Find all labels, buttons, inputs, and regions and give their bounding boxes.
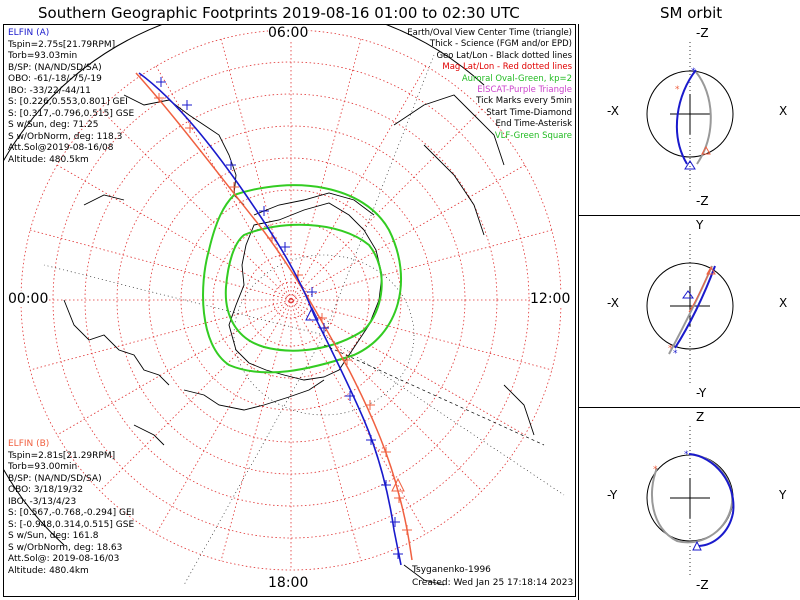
panel-label-top: Y: [696, 218, 704, 232]
elfin-a-footprint: [138, 72, 403, 566]
sm-panel-xz: -Z -Z -X X * *: [578, 24, 800, 216]
geo-grid: [43, 54, 565, 586]
elfin-a-line: S w/Sun, deg: 71.25: [8, 120, 99, 130]
sm-orbit-xy: * *: [646, 234, 734, 386]
created-label: Created: Wed Jan 25 17:18:14 2023: [412, 578, 574, 588]
legend-item: Thick - Science (FGM and/or EPD): [429, 39, 572, 50]
elfin-a-line: Tspin=2.75s[21.79RPM]: [8, 39, 116, 50]
elfin-b-footprint: [135, 72, 413, 561]
sm-orbit-title: SM orbit: [660, 4, 723, 22]
panel-label-right: X: [779, 296, 788, 310]
elfin-a-line: OBO: -61/-18/-75/-19: [8, 74, 102, 84]
elfin-b-line: Altitude: 480.4km: [8, 565, 89, 576]
footprint-map-frame: 06:00 00:00 12:00 18:00 ELFIN (A) Tspin=…: [3, 24, 576, 597]
elfin-b-line: S w/Sun, deg: 161.8: [8, 531, 99, 541]
legend-item: Earth/Oval View Center Time (triangle): [407, 28, 572, 38]
elfin-a-line: S w/OrbNorm, deg: 118.3: [8, 131, 123, 142]
svg-text:*: *: [673, 349, 678, 359]
elfin-a-line: S: [0.226,0.553,0.801] GEI: [8, 97, 128, 107]
elfin-a-line: Altitude: 480.5km: [8, 154, 89, 165]
svg-text:*: *: [668, 344, 673, 354]
hour-label-bottom: 18:00: [268, 575, 309, 591]
panel-label-left: -X: [607, 296, 619, 310]
legend-item: Auroral Oval-Green, kp=2: [461, 73, 572, 84]
panel-label-bottom: -Z: [696, 194, 709, 208]
hour-label-right: 12:00: [530, 291, 571, 307]
elfin-a-info: ELFIN (A) Tspin=2.75s[21.79RPM] Torb=93.…: [8, 28, 134, 166]
elfin-a-line: IBO: -33/22/-44/11: [8, 85, 91, 96]
elfin-b-line: B/SP: (NA/ND/SD/SA): [8, 473, 102, 484]
panel-label-left: -Y: [607, 488, 618, 502]
elfin-b-line: OBO: 3/18/19/32: [8, 485, 84, 495]
sm-orbit-yz: * *: [646, 426, 735, 578]
legend-item: Geo Lat/Lon - Black dotted lines: [436, 50, 572, 61]
elfin-a-line: B/SP: (NA/ND/SD/SA): [8, 62, 102, 73]
elfin-a-line: S: [0.317,-0.796,0.515] GSE: [8, 108, 135, 119]
elfin-a-line: Torb=93.03min: [8, 51, 78, 61]
sm-orbit-xz: * *: [646, 42, 734, 194]
svg-text:*: *: [691, 67, 696, 77]
legend-item: EISCAT-Purple Triangle: [477, 85, 572, 96]
hour-label-left: 00:00: [8, 291, 49, 307]
panel-label-top: Z: [696, 410, 705, 424]
legend-item: VLF-Green Square: [494, 130, 572, 141]
panel-label-right: Y: [779, 488, 787, 502]
elfin-b-line: S: [-0.948,0.314,0.515] GSE: [8, 519, 135, 530]
elfin-b-line: Tspin=2.81s[21.29RPM]: [8, 450, 116, 461]
elfin-b-info: ELFIN (B) Tspin=2.81s[21.29RPM] Torb=93.…: [8, 439, 134, 577]
legend: Earth/Oval View Center Time (triangle) T…: [407, 28, 572, 142]
legend-item: Mag Lat/Lon - Red dotted lines: [442, 62, 572, 73]
elfin-b-line: Torb=93.00min: [8, 462, 78, 472]
polar-map: [4, 25, 565, 586]
elfin-b-line: Att.Sol@: 2019-08-16/03: [8, 554, 120, 564]
elfin-b-line: S w/OrbNorm, deg: 18.63: [8, 542, 123, 553]
svg-text:*: *: [684, 450, 689, 460]
hour-label-top: 06:00: [268, 25, 309, 41]
legend-item: Tick Marks every 5min: [476, 96, 572, 107]
elfin-a-name: ELFIN (A): [8, 28, 50, 38]
elfin-b-view-triangle: [391, 477, 405, 492]
elfin-a-view-triangle: [305, 306, 319, 321]
svg-text:*: *: [675, 85, 680, 95]
sm-panel-xy: Y -Y -X X * *: [578, 216, 800, 408]
legend-item: Start Time-Diamond: [486, 107, 572, 118]
auroral-ovals: [202, 184, 403, 374]
legend-item: End Time-Asterisk: [495, 119, 572, 130]
panel-label-bottom: -Z: [696, 578, 709, 592]
elfin-b-name: ELFIN (B): [8, 439, 50, 449]
page-title: Southern Geographic Footprints 2019-08-1…: [38, 4, 520, 22]
elfin-a-line: Att.Sol@2019-08-16/08: [8, 143, 114, 153]
panel-label-right: X: [779, 104, 788, 118]
elfin-b-line: S: [0.567,-0.768,-0.294] GEI: [8, 508, 135, 518]
panel-label-left: -X: [607, 104, 619, 118]
sm-panel-yz: Z -Z -Y Y * *: [578, 408, 800, 600]
panel-label-top: -Z: [696, 26, 709, 40]
svg-text:*: *: [653, 465, 658, 475]
earth-limb: [4, 25, 485, 546]
coastlines: [63, 94, 535, 586]
elfin-b-line: IBO: -3/13/4/23: [8, 496, 77, 507]
model-label: Tsyganenko-1996: [412, 565, 491, 575]
panel-label-bottom: -Y: [696, 386, 707, 400]
